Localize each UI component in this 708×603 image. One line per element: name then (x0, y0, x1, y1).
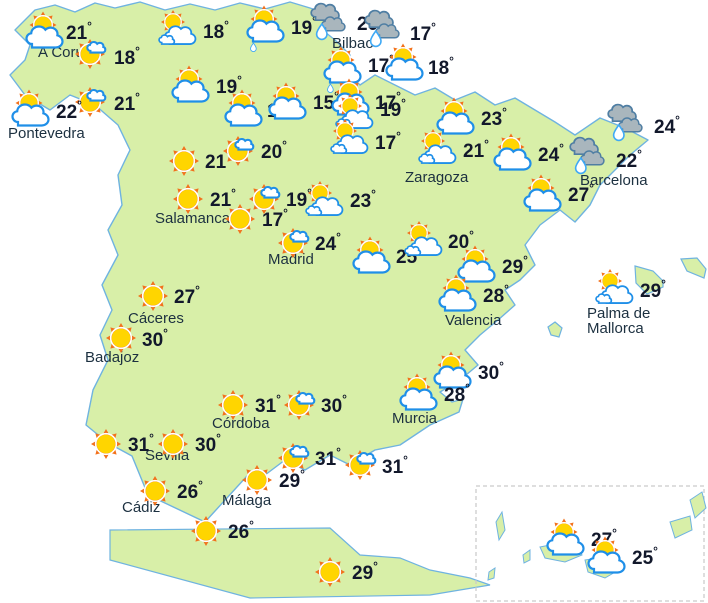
svg-text:22°: 22° (56, 98, 82, 123)
svg-text:Córdoba: Córdoba (212, 415, 270, 432)
svg-text:31°: 31° (382, 453, 408, 478)
svg-text:Mallorca: Mallorca (587, 320, 644, 337)
svg-text:Málaga: Málaga (222, 492, 272, 509)
svg-text:22°: 22° (616, 147, 642, 172)
svg-text:Zaragoza: Zaragoza (405, 169, 469, 186)
svg-text:Valencia: Valencia (445, 312, 502, 329)
svg-text:Pontevedra: Pontevedra (8, 125, 85, 142)
svg-text:Badajoz: Badajoz (85, 349, 139, 366)
svg-text:31°: 31° (315, 445, 341, 470)
svg-text:Bilbao: Bilbao (332, 35, 374, 52)
svg-text:Salamanca: Salamanca (155, 210, 231, 227)
svg-text:Cáceres: Cáceres (128, 310, 184, 327)
svg-text:30°: 30° (478, 359, 504, 384)
svg-text:28°: 28° (444, 381, 470, 406)
svg-text:29°: 29° (279, 467, 305, 492)
svg-text:24°: 24° (654, 113, 680, 138)
svg-text:17°: 17° (410, 20, 436, 45)
svg-text:25°: 25° (632, 544, 658, 569)
svg-text:29°: 29° (640, 277, 666, 302)
svg-text:Murcia: Murcia (392, 410, 438, 427)
svg-text:18°: 18° (428, 54, 454, 79)
